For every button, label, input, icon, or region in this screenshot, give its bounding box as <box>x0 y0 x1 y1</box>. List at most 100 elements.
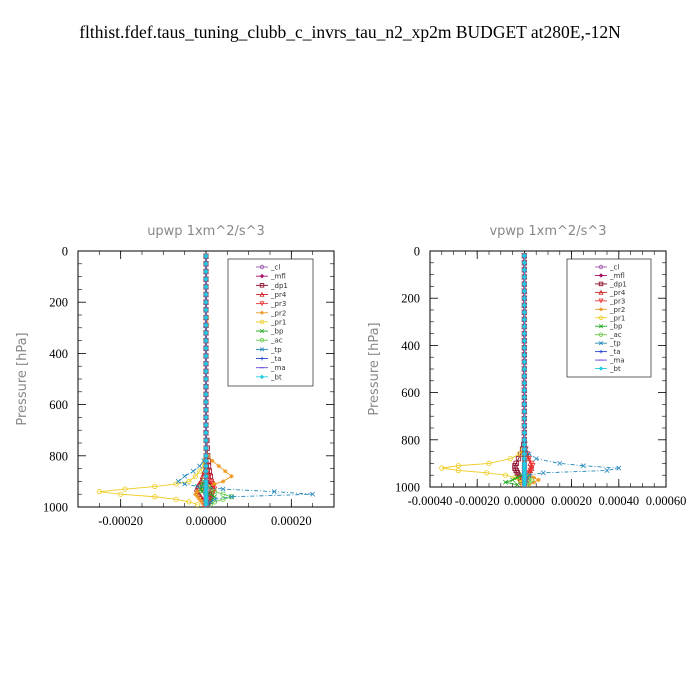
upwp-ylabel: Pressure [hPa] <box>15 332 30 425</box>
vpwp-point-tp <box>540 470 546 476</box>
upwp-point-bt <box>203 268 209 275</box>
vpwp-point-bp <box>514 475 520 481</box>
vpwp-legend: _cl_mfl_dp1_pr4_pr3_pr2_pr1_bp_ac_tp_ta_… <box>566 258 652 378</box>
vpwp-legend-marker-cl <box>598 264 604 270</box>
upwp-point-bt <box>203 473 209 479</box>
page-title: flthist.fdef.taus_tuning_clubb_c_invrs_t… <box>79 22 621 42</box>
upwp-point-bt <box>203 291 209 298</box>
upwp-xtick-label: 0.00000 <box>186 514 227 528</box>
upwp-point-bt <box>203 458 209 464</box>
vpwp-legend-marker-bp <box>598 324 604 329</box>
vpwp-legend-marker-pr1 <box>598 315 604 320</box>
upwp-point-pr2 <box>197 497 202 502</box>
vpwp-legend-label-pr2: _pr2 <box>609 306 625 314</box>
upwp-title: upwp 1xm^2/s^3 <box>147 224 265 239</box>
upwp-legend-marker-cl <box>259 264 265 270</box>
upwp-point-pr1 <box>96 489 102 495</box>
upwp-xtick-label: 0.00020 <box>271 514 312 528</box>
upwp-point-bt <box>203 276 209 282</box>
upwp-point-bt <box>203 414 209 421</box>
vpwp-ylabel: Pressure [hPa] <box>367 322 382 415</box>
upwp-legend-label-ma: _ma <box>270 364 286 372</box>
vpwp-legend-marker-mfl <box>598 273 604 278</box>
upwp-point-bt <box>203 376 209 382</box>
vpwp-legend-label-pr3: _pr3 <box>609 297 625 305</box>
vpwp-point-bt <box>521 281 528 287</box>
upwp-legend-marker-ta <box>260 356 264 361</box>
vpwp-ytick-label: 0 <box>414 245 420 259</box>
upwp-point-bt <box>203 463 209 469</box>
upwp-point-tp <box>212 496 218 502</box>
upwp-point-pr2 <box>195 489 200 494</box>
upwp-point-pr2 <box>223 468 228 474</box>
upwp-point-pr1 <box>186 499 192 505</box>
vpwp-point-tp <box>580 463 586 469</box>
vpwp-point-bt <box>521 302 528 308</box>
vpwp-xtick-label: -0.00020 <box>455 494 500 508</box>
vpwp-point-pr1 <box>484 470 490 476</box>
upwp-xtick-label: -0.00020 <box>98 514 143 528</box>
vpwp-legend-label-bt: _bt <box>609 365 621 373</box>
upwp-point-bt <box>203 307 209 313</box>
upwp-point-bt <box>203 314 209 321</box>
upwp-legend-label-ac: _ac <box>270 337 283 345</box>
vpwp-panel: vpwp 1xm^2/s^3 Pressure [hPa] 0 200 400 600 80… <box>367 224 686 508</box>
upwp-point-pr1 <box>173 481 179 487</box>
upwp-point-tp <box>229 494 235 500</box>
vpwp-legend-marker-dp1 <box>598 281 604 287</box>
upwp-point-bt <box>203 430 209 436</box>
upwp-legend-label-bp: _bp <box>270 328 284 336</box>
vpwp-legend-marker-ta <box>599 349 603 354</box>
vpwp-legend-label-ac: _ac <box>609 331 622 339</box>
vpwp-point-bt <box>521 423 528 429</box>
upwp-point-bt <box>203 261 209 267</box>
upwp-legend-label-bt: _bt <box>270 373 282 381</box>
upwp-legend-marker-pr4 <box>259 291 265 297</box>
upwp-legend-marker-bt <box>259 374 265 380</box>
upwp-legend-label-dp1: _dp1 <box>270 282 288 290</box>
vpwp-point-bt <box>521 430 528 436</box>
vpwp-point-bt <box>521 338 528 344</box>
upwp-point-bt <box>203 391 209 397</box>
vpwp-legend-label-dp1: _dp1 <box>609 280 627 288</box>
upwp-legend-marker-bp <box>259 328 265 334</box>
upwp-legend-box <box>227 258 314 387</box>
upwp-point-tp <box>175 478 181 484</box>
upwp-legend-marker-pr1 <box>259 319 265 325</box>
upwp-legend-label-pr1: _pr1 <box>270 318 286 326</box>
upwp-point-pr2 <box>199 486 204 492</box>
vpwp-xtick-label: -0.00040 <box>408 494 453 508</box>
vpwp-legend-marker-ac <box>598 332 604 337</box>
upwp-legend-marker-dp1 <box>259 283 265 288</box>
vpwp-point-pr3 <box>526 456 532 462</box>
upwp-point-bp <box>199 489 205 495</box>
vpwp-point-pr2 <box>531 475 537 480</box>
upwp-ytick-label: 400 <box>49 347 68 361</box>
upwp-legend-marker-pr3 <box>259 301 265 307</box>
vpwp-point-bt <box>521 253 528 259</box>
vpwp-point-bt <box>521 401 528 408</box>
upwp-point-bt <box>203 384 209 390</box>
vpwp-ytick-label: 200 <box>401 292 420 306</box>
upwp-legend-label-pr2: _pr2 <box>270 309 286 317</box>
vpwp-point-pr4 <box>525 455 532 462</box>
upwp-series-pr1 <box>96 253 209 507</box>
upwp-point-pr2 <box>212 481 217 487</box>
vpwp-point-bt <box>521 366 528 372</box>
upwp-point-tp <box>271 489 277 495</box>
vpwp-legend-label-ma: _ma <box>609 357 625 365</box>
vpwp-legend-marker-bt <box>598 366 604 371</box>
vpwp-point-bt <box>521 309 528 315</box>
vpwp-legend-label-cl: _cl <box>609 264 619 272</box>
upwp-panel: upwp 1xm^2/s^3 Pressure [hPa] 0 200 400 600 80… <box>15 224 335 528</box>
upwp-point-bt <box>203 353 209 359</box>
upwp-legend-marker-mfl <box>259 273 265 279</box>
upwp-point-pr1 <box>118 491 124 497</box>
upwp-point-bt <box>203 253 209 259</box>
upwp-point-tp <box>220 486 226 492</box>
upwp-point-ac <box>220 496 226 502</box>
vpwp-point-bt <box>521 330 528 337</box>
vpwp-point-bt <box>521 323 528 330</box>
vpwp-ytick-label: 600 <box>401 386 420 400</box>
upwp-point-pr1 <box>152 494 158 500</box>
